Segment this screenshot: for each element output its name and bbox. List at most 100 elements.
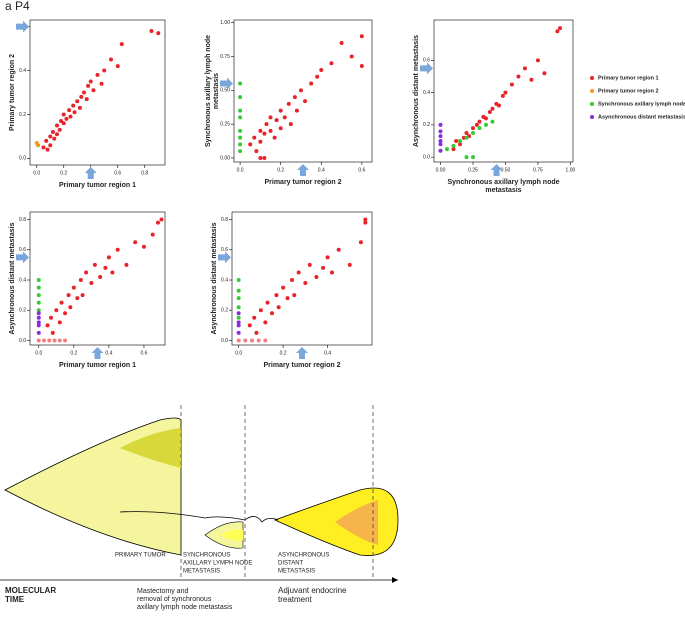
point [47,338,52,343]
y-tick-label: 0.0 [423,154,430,160]
point [36,320,41,325]
y-tick-label: 0.0 [19,338,26,344]
point [329,61,334,66]
y-tick-label: 0.2 [221,308,228,314]
point [496,103,501,108]
point [292,293,297,298]
point [68,114,73,119]
point [236,278,241,283]
point [457,142,462,147]
point [470,130,475,135]
point [75,99,80,104]
x-tick-label: 0.2 [60,170,67,176]
point [281,285,286,290]
point [88,79,93,84]
point [307,262,312,267]
y-axis-label: Synchronous axillary lymph node [205,35,212,147]
point [359,63,364,68]
point [57,127,62,132]
point [64,116,69,121]
point [238,108,243,113]
point [45,323,50,328]
y-tick-label: 0.6 [19,247,26,253]
x-tick-label: 0.4 [324,350,331,356]
point [363,220,368,225]
point [236,311,241,316]
point [238,149,243,154]
x-axis-label: Primary tumor region 1 [59,182,136,189]
point [36,300,41,305]
point [276,305,281,310]
point [75,296,80,301]
point [262,131,267,136]
axis-arrow [84,167,97,179]
point [438,139,443,144]
point [330,270,334,275]
point [50,130,55,135]
legend-swatch [590,89,594,93]
x-tick-label: 0.6 [358,167,365,173]
point [474,122,479,127]
point [238,128,243,133]
plot-frame [231,211,373,346]
point [247,323,252,328]
point [61,112,66,117]
y-tick-label: 0.2 [19,112,26,118]
point [106,255,111,260]
point [72,110,77,115]
point [54,308,59,313]
axis-arrow [218,251,231,264]
point [141,244,146,249]
point [57,338,62,343]
point [278,126,283,131]
point [490,119,495,124]
point [438,142,443,147]
point [286,101,291,106]
point [254,149,259,154]
point [288,122,293,127]
point [84,270,89,275]
point [98,274,103,279]
axis-arrow [16,251,29,264]
point [36,293,41,298]
x-tick-label: 1.00 [566,167,576,173]
plot-frame [29,19,166,166]
axis-arrow [220,77,233,90]
y-axis-label: Asynchronous distant metastasis [9,222,16,334]
point [282,115,287,120]
point [444,147,449,152]
point [55,123,59,128]
x-tick-label: 0.4 [105,350,112,356]
point [263,320,268,325]
y-tick-label: 0.4 [423,90,430,96]
point [268,128,273,133]
point [252,315,257,320]
point [48,143,53,148]
point [298,88,303,93]
legend-label: Primary tumor region 2 [598,88,659,94]
x-tick-label: 0.2 [70,350,77,356]
timeline-label: Mastectomy and [137,588,188,595]
point [68,305,73,310]
point [477,119,482,124]
stage-label: METASTASIS [278,569,315,575]
point [92,262,97,267]
point [119,42,124,47]
timeline-label: TIME [5,595,25,604]
point [49,315,54,320]
point [292,95,297,100]
point [256,338,261,343]
point [124,262,129,267]
point [258,155,263,160]
point [236,315,241,320]
axis-arrow [296,347,308,359]
x-tick-label: 0.4 [318,167,325,173]
point [274,118,279,123]
point [80,293,85,298]
stage-label: AXILLARY LYMPH NODE [183,561,252,567]
x-tick-label: 0.0 [235,350,242,356]
point [36,143,41,148]
point [238,115,243,120]
point [236,296,241,301]
